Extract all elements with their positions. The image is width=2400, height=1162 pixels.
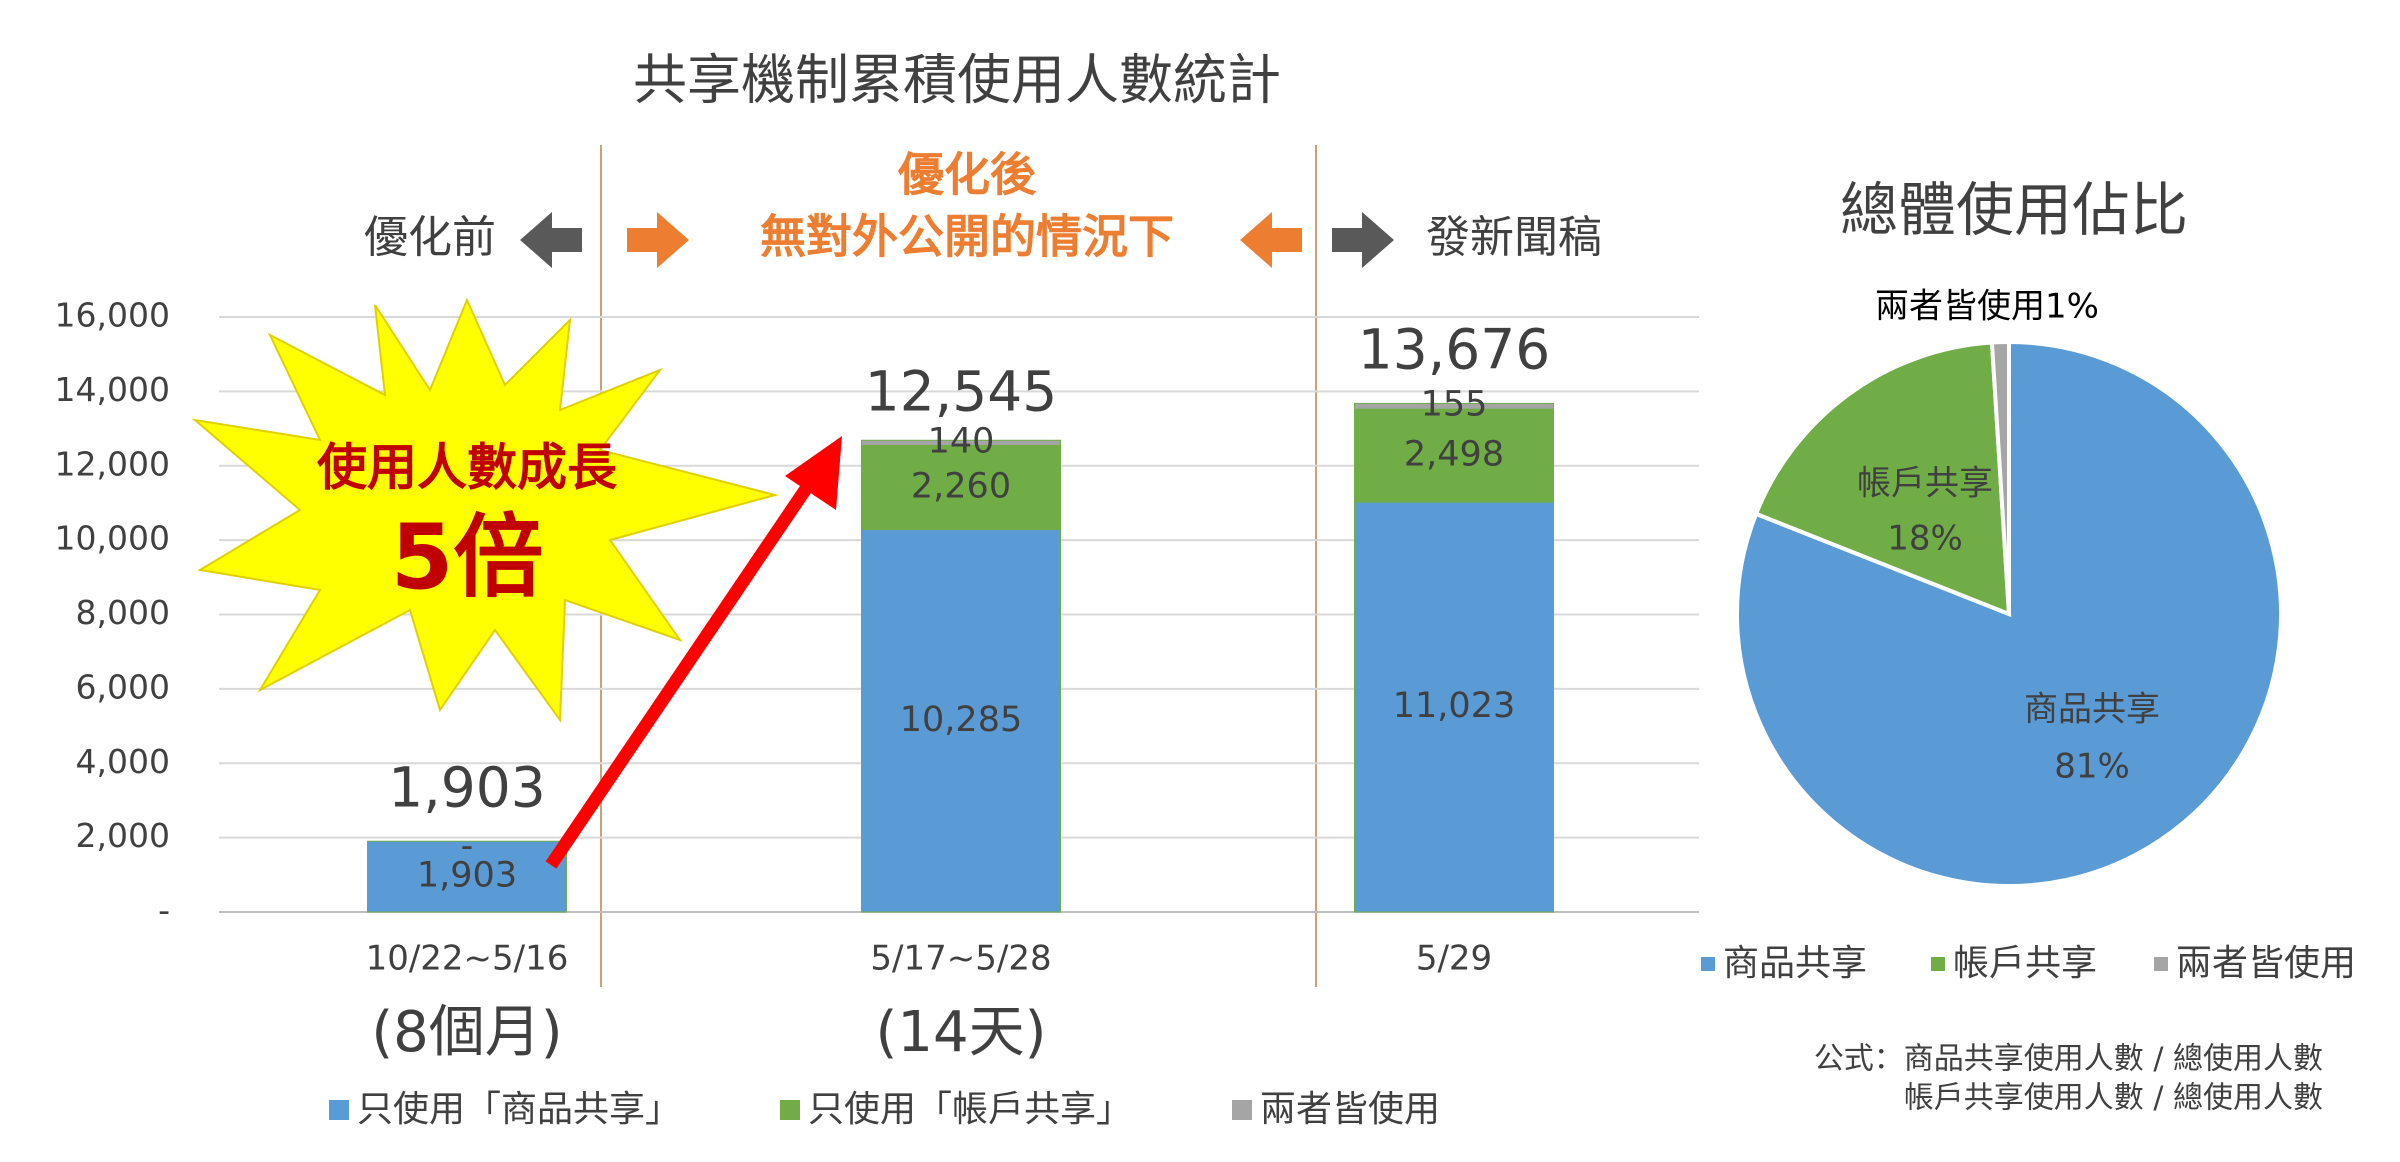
burst-text: 5倍 (391, 505, 544, 610)
category-note: (8個月) (371, 1000, 562, 1065)
arrow-left (520, 212, 582, 268)
legend-swatch (2154, 957, 2168, 971)
y-tick-label: 10,000 (55, 519, 170, 558)
bar-segment (1354, 408, 1554, 503)
arrow-right (627, 212, 689, 268)
legend-label: 只使用「商品共享」 (357, 1089, 681, 1130)
legend-label: 只使用「帳戶共享」 (808, 1089, 1132, 1130)
total-label: 1,903 (388, 755, 545, 819)
x-tick-label: 5/17~5/28 (870, 939, 1051, 979)
slice-label: 帳戶共享 (1857, 464, 1993, 504)
y-tick-label: 14,000 (55, 370, 170, 409)
total-label: 12,545 (865, 360, 1057, 424)
legend-swatch (329, 1100, 349, 1120)
bar-segment (861, 529, 1061, 913)
legend-swatch (1931, 957, 1945, 971)
y-tick-label: 6,000 (76, 667, 170, 706)
legend-label: 帳戶共享 (1953, 943, 2097, 984)
slice-value: 18% (1887, 519, 1963, 559)
header-before: 優化前 (364, 212, 496, 263)
value-label: 2,498 (1404, 435, 1504, 475)
arrow-left (1240, 212, 1302, 268)
legend-swatch (780, 1100, 800, 1120)
bar-segment (1354, 501, 1554, 913)
header-after: 發新聞稿 (1426, 212, 1602, 263)
value-label: 2,260 (911, 467, 1011, 507)
burst (191, 297, 779, 723)
x-tick-label: 5/29 (1416, 939, 1492, 979)
header-during-title: 優化後 (897, 148, 1037, 202)
y-tick-label: 12,000 (55, 444, 170, 483)
category-note: (14天) (876, 1000, 1047, 1065)
value-label: 140 (928, 421, 995, 461)
pie-slice (1989, 339, 2011, 615)
slice-value: 1% (2045, 287, 2099, 327)
y-tick-label: 8,000 (76, 593, 170, 632)
total-label: 13,676 (1358, 318, 1550, 382)
bar-segment (367, 840, 567, 913)
note: 公式：商品共享使用人數 / 總使用人數 (1814, 1042, 2323, 1077)
burst-text: 使用人數成長 (317, 439, 618, 497)
bar-segment (1354, 402, 1554, 410)
y-tick-label: 4,000 (76, 742, 170, 781)
x-tick-label: 10/22~5/16 (366, 939, 569, 979)
header-during: 無對外公開的情況下 (760, 210, 1174, 264)
pie-chart-title: 總體使用佔比 (1840, 176, 2188, 244)
value-label: 155 (1421, 384, 1488, 424)
growth-arrow-head (785, 436, 842, 510)
y-tick-label: - (158, 891, 170, 930)
legend-label: 兩者皆使用 (2176, 943, 2356, 984)
arrow-right (1332, 212, 1394, 268)
slice-label: 兩者皆使用 (1875, 287, 2045, 327)
value-label: 11,023 (1393, 686, 1515, 726)
bar-segment (861, 439, 1061, 446)
note: 帳戶共享使用人數 / 總使用人數 (1904, 1081, 2323, 1116)
value-label: - (461, 826, 474, 866)
y-tick-label: 2,000 (76, 816, 170, 855)
bar-chart-title: 共享機制累積使用人數統計 (633, 49, 1281, 112)
bar-segment (861, 444, 1061, 531)
legend-label: 兩者皆使用 (1260, 1089, 1440, 1130)
legend-label: 商品共享 (1723, 943, 1867, 984)
slice-label: 商品共享 (2024, 690, 2160, 730)
pie-slice (1753, 340, 2012, 618)
value-label: 10,285 (900, 700, 1022, 740)
legend-swatch (1232, 1100, 1252, 1120)
value-label: 1,903 (417, 856, 517, 896)
growth-arrow (545, 464, 826, 869)
legend-swatch (1701, 957, 1715, 971)
slice-value: 81% (2054, 747, 2130, 787)
y-tick-label: 16,000 (55, 296, 170, 335)
